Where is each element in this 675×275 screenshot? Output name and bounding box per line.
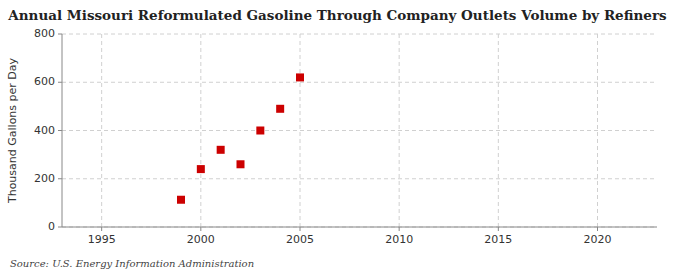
grid-line: [62, 178, 657, 179]
grid-line: [62, 82, 657, 83]
point: [276, 105, 284, 113]
grid: [62, 34, 657, 227]
grid-line: [300, 34, 301, 227]
title: Annual Missouri Reformulated Gasoline Th…: [7, 7, 667, 23]
tick: [58, 178, 62, 179]
tick-label: 0: [48, 220, 55, 233]
point: [177, 196, 185, 204]
tick: [58, 227, 62, 228]
grid-line: [498, 34, 499, 227]
tick: [498, 227, 499, 231]
grid-line: [200, 34, 201, 227]
y-axis-line: [62, 34, 63, 227]
point: [197, 165, 205, 173]
tick-label: 200: [34, 172, 55, 185]
axes: 0 200 400 600 800 1995 2000 2005 2010 2015 2020: [34, 27, 657, 246]
grid-line: [62, 34, 657, 35]
tick: [58, 34, 62, 35]
grid-line: [597, 34, 598, 227]
tick-label: 2020: [584, 233, 612, 246]
point: [217, 146, 225, 154]
tick: [597, 227, 598, 231]
source: Source: U.S. Energy Information Administ…: [10, 258, 254, 269]
tick: [200, 227, 201, 231]
points: [177, 73, 304, 203]
point: [237, 160, 245, 168]
point: [256, 127, 264, 135]
tick-label: 400: [34, 124, 55, 137]
x-axis-line: [62, 227, 657, 228]
tick: [399, 227, 400, 231]
tick: [101, 227, 102, 231]
grid-line: [399, 34, 400, 227]
tick-label: 2000: [187, 233, 215, 246]
tick: [300, 227, 301, 231]
tick-label: 600: [34, 75, 55, 88]
grid-line: [62, 227, 657, 228]
tick-label: 1995: [88, 233, 116, 246]
grid-line: [101, 34, 102, 227]
tick-label: 2010: [385, 233, 413, 246]
tick: [58, 130, 62, 131]
chart: 0 200 400 600 800 1995 2000 2005 2010 2015 2020 Tho…: [0, 0, 675, 275]
tick: [58, 82, 62, 83]
tick-label: 2015: [484, 233, 512, 246]
y-axis-label: Thousand Gallons per Day: [6, 57, 19, 204]
point: [296, 73, 304, 81]
grid-line: [62, 130, 657, 131]
tick-label: 2005: [286, 233, 314, 246]
tick-label: 800: [34, 27, 55, 40]
